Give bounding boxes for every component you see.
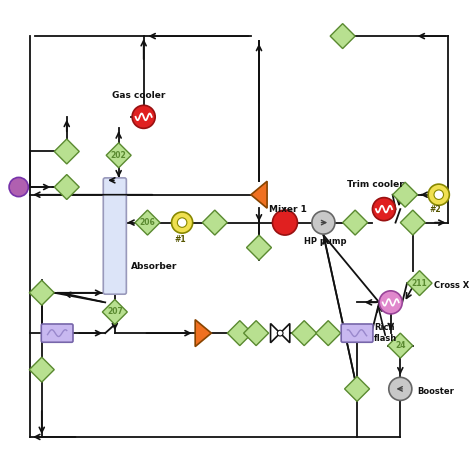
Polygon shape [343,210,368,235]
Polygon shape [244,320,269,346]
Text: #2: #2 [429,205,441,214]
Polygon shape [388,333,413,358]
Polygon shape [228,320,252,346]
Polygon shape [29,280,54,305]
Circle shape [172,212,192,233]
Circle shape [273,210,298,235]
Text: Rich
flash: Rich flash [374,323,398,343]
Text: Mixer 1: Mixer 1 [269,205,307,214]
Text: 206: 206 [140,218,155,227]
Polygon shape [292,320,317,346]
Text: HP pump: HP pump [304,237,346,246]
Polygon shape [202,210,228,235]
Circle shape [428,184,449,205]
Polygon shape [106,143,131,168]
FancyBboxPatch shape [103,178,127,294]
Circle shape [132,105,155,128]
Circle shape [389,377,412,401]
Polygon shape [246,235,272,260]
FancyBboxPatch shape [341,324,373,342]
Polygon shape [135,210,160,235]
Circle shape [9,177,28,197]
Text: Booster: Booster [418,387,455,396]
Circle shape [177,218,187,228]
Polygon shape [251,181,267,208]
Polygon shape [54,139,79,164]
Circle shape [373,198,395,221]
Polygon shape [195,319,211,346]
Text: Gas cooler: Gas cooler [112,91,165,100]
Text: 207: 207 [107,308,123,317]
Text: 211: 211 [411,279,428,288]
Polygon shape [345,376,370,401]
Polygon shape [54,174,79,200]
Text: 202: 202 [111,151,127,160]
Polygon shape [271,324,290,343]
Text: 24: 24 [395,341,406,350]
Circle shape [434,190,444,200]
FancyBboxPatch shape [41,324,73,342]
Polygon shape [330,24,355,49]
Polygon shape [392,182,418,207]
Polygon shape [407,271,432,296]
Text: Trim cooler: Trim cooler [347,180,404,189]
Text: Cross X: Cross X [434,281,469,290]
Polygon shape [401,210,425,235]
Text: #1: #1 [174,235,186,244]
Polygon shape [29,357,54,382]
Polygon shape [316,320,341,346]
Circle shape [379,291,402,314]
Circle shape [277,330,283,336]
Circle shape [312,211,335,234]
Text: Absorber: Absorber [131,262,178,271]
Polygon shape [102,300,128,325]
